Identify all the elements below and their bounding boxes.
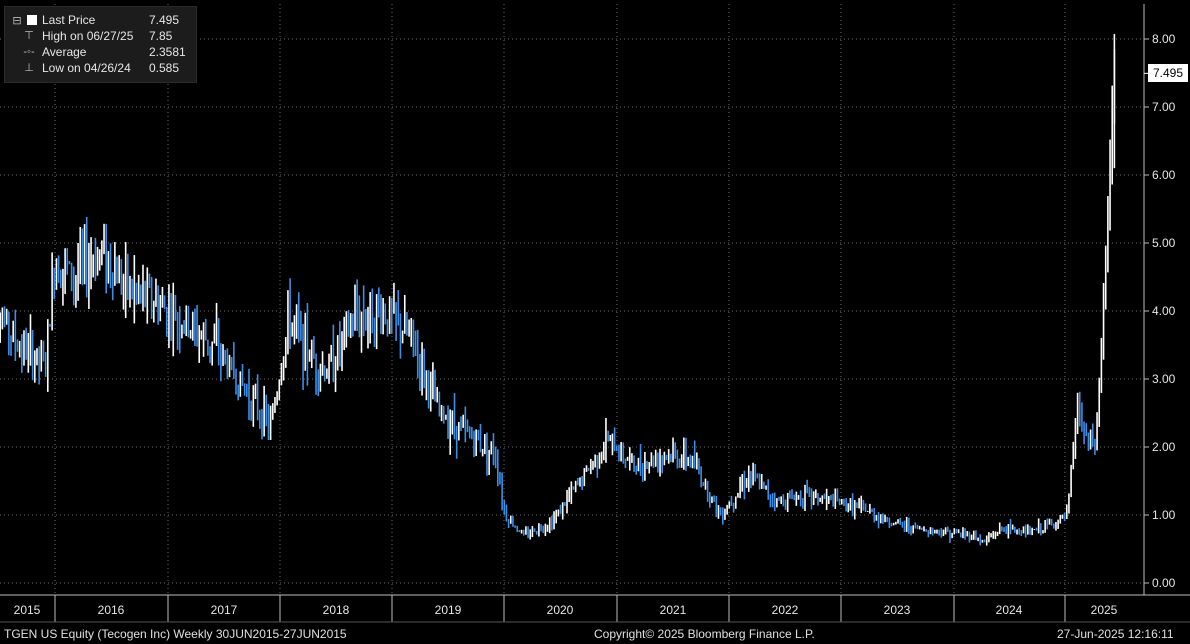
x-tick-label: 2024 (996, 603, 1023, 617)
x-tick-label: 2023 (884, 603, 911, 617)
legend-average-label: Average (42, 45, 87, 59)
y-tick-label: 4.00 (1152, 304, 1176, 318)
footer-copyright: Copyright© 2025 Bloomberg Finance L.P. (594, 627, 815, 641)
y-tick-label: 7.00 (1152, 100, 1176, 114)
x-tick-label: 2015 (14, 603, 41, 617)
x-tick-label: 2016 (98, 603, 125, 617)
x-tick-label: 2021 (660, 603, 687, 617)
legend-collapse-icon[interactable]: ⊟ (12, 15, 22, 27)
x-tick-label: 2017 (211, 603, 238, 617)
legend-high-label: High on 06/27/25 (42, 29, 134, 43)
y-tick-label: 2.00 (1152, 440, 1176, 454)
x-tick-label: 2018 (323, 603, 350, 617)
low-marker-icon: ⊥ (24, 62, 34, 74)
footer-timestamp: 27-Jun-2025 12:16:11 (1057, 627, 1174, 641)
y-tick-label: 6.00 (1152, 168, 1176, 182)
y-tick-label: 3.00 (1152, 372, 1176, 386)
y-tick-label: 0.00 (1152, 576, 1176, 590)
footer-security-info: TGEN US Equity (Tecogen Inc) Weekly 30JU… (4, 627, 347, 641)
legend-low-label: Low on 04/26/24 (42, 61, 131, 75)
legend-last-label: Last Price (42, 13, 96, 27)
high-marker-icon: ⊤ (24, 30, 34, 42)
legend-high-value: 7.85 (149, 29, 173, 43)
legend-last-value: 7.495 (149, 13, 180, 27)
axes: 0.00 1.00 2.00 3.00 4.00 5.00 6.00 7.00 8.00 2015… (0, 4, 1190, 623)
last-price-tag: 7.495 (1148, 64, 1188, 82)
x-tick-label: 2025 (1091, 603, 1118, 617)
y-tick-label: 1.00 (1152, 508, 1176, 522)
legend-low-value: 0.585 (149, 61, 180, 75)
chart-legend: ⊟ Last Price 7.495 ⊤ High on 06/27/25 7.… (4, 6, 197, 83)
y-tick-label: 5.00 (1152, 236, 1176, 250)
last-price-swatch-icon (27, 15, 37, 25)
average-marker-icon: -◦- (23, 46, 35, 58)
grid-lines (0, 4, 1144, 595)
legend-average-value: 2.3581 (149, 45, 186, 59)
x-tick-label: 2019 (435, 603, 462, 617)
y-tick-label: 8.00 (1152, 32, 1176, 46)
price-series (0, 34, 1116, 546)
x-tick-label: 2020 (547, 603, 574, 617)
x-tick-label: 2022 (772, 603, 799, 617)
